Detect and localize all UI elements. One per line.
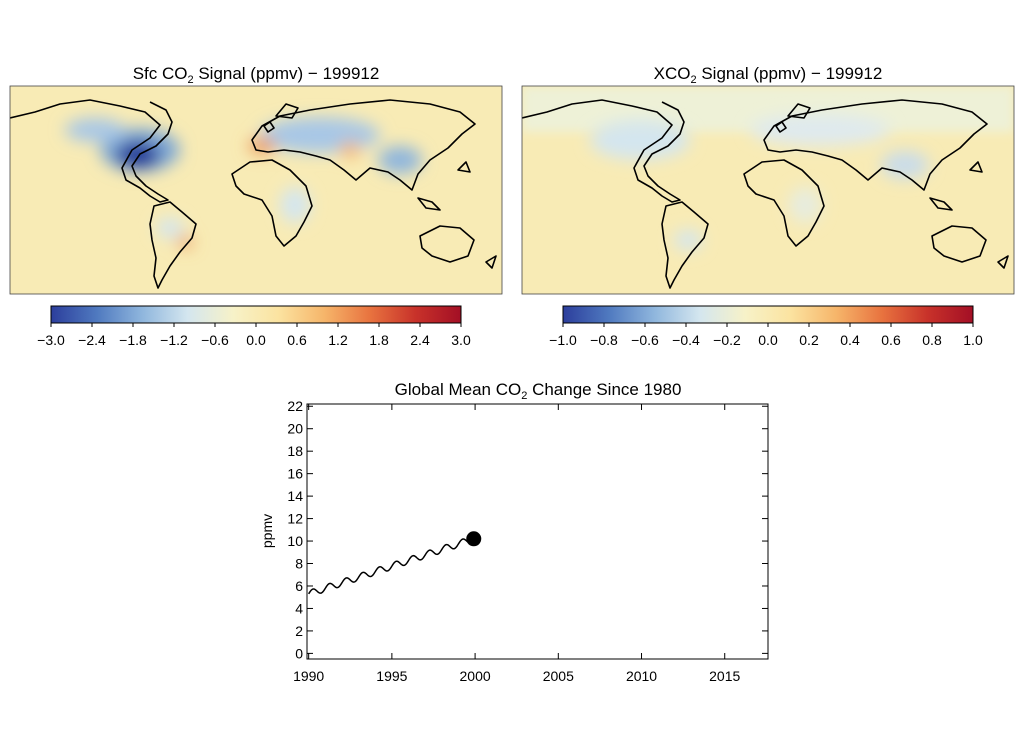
sfc-map-anomalies: [65, 117, 422, 248]
sfc-map-background: [10, 86, 502, 294]
sfc-colorbar-tick-label: −0.6: [201, 332, 229, 348]
sfc-colorbar-tick-label: 0.0: [246, 332, 266, 348]
sfc-colorbar-tick-label: −3.0: [37, 332, 65, 348]
y-tick-label: 0: [295, 645, 303, 661]
y-tick-label: 20: [287, 421, 303, 437]
sfc-colorbar-tick-label: 3.0: [451, 332, 471, 348]
sfc-colorbar-tick-label: 0.6: [287, 332, 307, 348]
y-tick-label: 18: [287, 443, 303, 459]
chart-title: Global Mean CO2 Change Since 1980: [395, 380, 682, 402]
chart-y-axis-label: ppmv: [259, 514, 275, 548]
xco2-colorbar: −1.0 −0.8 −0.6 −0.4 −0.2 0.0 0.2 0.4 0.6 0.8 1.0: [549, 305, 983, 348]
xco2-colorbar-tick-label: −0.4: [672, 332, 700, 348]
sfc-colorbar-tick-label: −1.8: [119, 332, 147, 348]
xco2-map-anomalies: [590, 114, 929, 250]
y-tick-label: 14: [287, 488, 303, 504]
chart-plot-area: [306, 403, 769, 660]
x-tick-label: 2000: [460, 668, 491, 684]
xco2-colorbar-bar: [562, 305, 974, 324]
sfc-colorbar-tick-label: −2.4: [78, 332, 106, 348]
x-tick-label: 2015: [709, 668, 740, 684]
xco2-map-border: [521, 85, 1015, 295]
sfc-colorbar: −3.0 −2.4 −1.8 −1.2 −0.6 0.0 0.6 1.2 1.8 2.4 3.0: [37, 305, 471, 348]
sfc-colorbar-tick-label: 1.8: [369, 332, 389, 348]
series-line-global-mean: [308, 538, 475, 595]
sfc-colorbar-tick-label: −1.2: [160, 332, 188, 348]
xco2-colorbar-tick-label: 0.6: [881, 332, 901, 348]
xco2-colorbar-tick-label: 1.0: [963, 332, 983, 348]
y-tick-label: 12: [287, 511, 303, 527]
y-tick-label: 2: [295, 623, 303, 639]
chart-y-ticks: 0 2 4 6 8 10 12 14 16 18 20 22: [287, 398, 768, 661]
chart-x-ticks: 1990 1995 2000 2005 2010 2015: [293, 404, 741, 684]
current-point-marker: [466, 531, 482, 547]
xco2-colorbar-tick-label: −0.2: [713, 332, 741, 348]
x-tick-label: 1995: [376, 668, 407, 684]
sfc-map-border: [9, 85, 503, 295]
y-tick-label: 16: [287, 466, 303, 482]
x-tick-label: 1990: [293, 668, 324, 684]
y-tick-label: 6: [295, 578, 303, 594]
y-tick-label: 10: [287, 533, 303, 549]
y-tick-label: 22: [287, 398, 303, 414]
sfc-colorbar-tick-label: 2.4: [410, 332, 430, 348]
sfc-map-field: [10, 86, 502, 294]
xco2-colorbar-tick-label: 0.2: [799, 332, 819, 348]
y-tick-label: 8: [295, 556, 303, 572]
xco2-colorbar-tick-label: −0.6: [631, 332, 659, 348]
y-tick-label: 4: [295, 600, 303, 616]
xco2-map-coastlines: [522, 99, 1009, 289]
x-tick-label: 2010: [626, 668, 657, 684]
xco2-colorbar-tick-label: 0.0: [758, 332, 778, 348]
xco2-map-field: [522, 86, 1014, 294]
sfc-map-panel: Sfc CO2 Signal (ppmv) − 199912: [9, 64, 503, 348]
xco2-colorbar-tick-label: 0.8: [922, 332, 942, 348]
xco2-map-title: XCO2 Signal (ppmv) − 199912: [654, 64, 883, 86]
sfc-map-coastlines: [10, 99, 497, 289]
xco2-map-panel: XCO2 Signal (ppmv) − 199912: [521, 64, 1015, 348]
xco2-colorbar-ticks: −1.0 −0.8 −0.6 −0.4 −0.2 0.0 0.2 0.4 0.6 0.8 1.0: [549, 323, 983, 348]
xco2-colorbar-tick-label: −1.0: [549, 332, 577, 348]
sfc-colorbar-tick-label: 1.2: [328, 332, 348, 348]
xco2-colorbar-tick-label: −0.8: [590, 332, 618, 348]
sfc-map-title: Sfc CO2 Signal (ppmv) − 199912: [133, 64, 380, 86]
sfc-colorbar-ticks: −3.0 −2.4 −1.8 −1.2 −0.6 0.0 0.6 1.2 1.8 2.4 3.0: [37, 323, 471, 348]
xco2-colorbar-tick-label: 0.4: [840, 332, 860, 348]
x-tick-label: 2005: [543, 668, 574, 684]
sfc-colorbar-bar: [50, 305, 462, 324]
global-mean-chart: Global Mean CO2 Change Since 1980 ppmv 0…: [259, 380, 769, 684]
